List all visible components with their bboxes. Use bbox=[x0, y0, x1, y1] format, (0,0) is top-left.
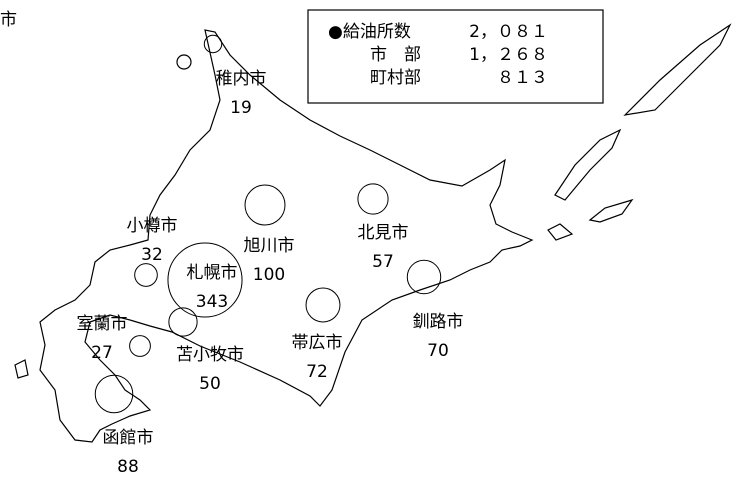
hokkaido-outline bbox=[14, 23, 732, 443]
station-circle bbox=[305, 287, 341, 323]
city-count: 27 bbox=[91, 343, 113, 363]
city-count: 19 bbox=[230, 98, 252, 118]
city-count: 88 bbox=[117, 457, 139, 477]
summary-label: ●給油所数 bbox=[328, 22, 411, 42]
station-circle bbox=[134, 263, 158, 287]
city-count: 72 bbox=[306, 362, 328, 382]
station-circle bbox=[244, 184, 286, 226]
city-count: 70 bbox=[427, 341, 449, 361]
station-circle bbox=[168, 307, 198, 337]
summary-label: 市 部 bbox=[370, 45, 421, 65]
city-name: 札幌市 bbox=[187, 263, 238, 283]
summary-value: 1，２６８ bbox=[469, 45, 548, 65]
title: 市 bbox=[0, 10, 17, 30]
city-count: 100 bbox=[253, 265, 285, 285]
summary-label: 町村部 bbox=[370, 68, 421, 88]
station-circle bbox=[357, 183, 389, 215]
city-name: 苫小牧市 bbox=[176, 345, 244, 365]
summary-value: ８１３ bbox=[497, 68, 548, 88]
city-name: 小樽市 bbox=[127, 216, 178, 236]
city-name: 北見市 bbox=[358, 223, 409, 243]
city-count: 343 bbox=[196, 292, 228, 312]
city-count: 57 bbox=[372, 252, 394, 272]
city-name: 室蘭市 bbox=[77, 314, 128, 334]
city-name: 函館市 bbox=[103, 428, 154, 448]
city-name: 旭川市 bbox=[244, 236, 295, 256]
city-name: 帯広市 bbox=[292, 333, 343, 353]
city-count: 50 bbox=[199, 374, 221, 394]
city-name: 稚内市 bbox=[216, 69, 267, 89]
station-circle bbox=[406, 259, 442, 295]
summary-box bbox=[307, 9, 604, 104]
city-count: 32 bbox=[141, 245, 163, 265]
station-circle bbox=[94, 374, 134, 414]
station-circle bbox=[167, 242, 243, 318]
city-name: 釧路市 bbox=[413, 312, 464, 332]
summary-value: 2，０８１ bbox=[469, 22, 548, 42]
station-circle bbox=[129, 335, 151, 357]
station-circle bbox=[203, 34, 223, 54]
